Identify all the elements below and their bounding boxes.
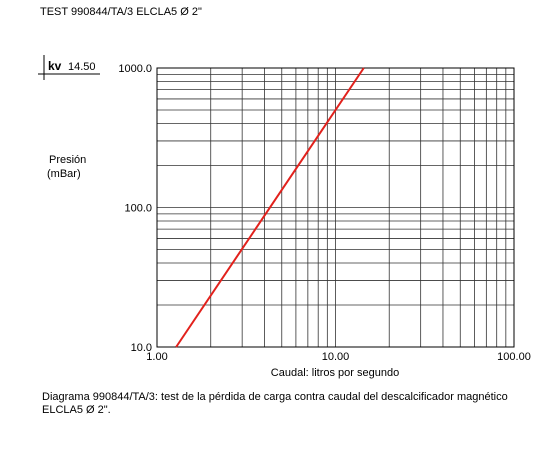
chart-title: TEST 990844/TA/3 ELCLA5 Ø 2" xyxy=(40,6,202,18)
y-tick-label: 100.0 xyxy=(124,203,152,215)
y-tick-label: 10.0 xyxy=(131,342,152,354)
data-line xyxy=(175,67,365,348)
x-tick-label: 1.00 xyxy=(146,351,167,363)
caption: Diagrama 990844/TA/3: test de la pérdida… xyxy=(42,391,508,416)
kv-label: kv xyxy=(48,59,62,73)
x-axis-label: Caudal: litros por segundo xyxy=(271,367,399,379)
plot-frame xyxy=(156,67,515,348)
x-tick-label: 10.00 xyxy=(322,351,350,363)
kv-value: 14.50 xyxy=(68,61,96,73)
x-tick-label: 100.00 xyxy=(497,351,531,363)
y-axis-label: Presión (mBar) xyxy=(47,154,86,180)
y-tick-label: 1000.0 xyxy=(118,63,152,75)
